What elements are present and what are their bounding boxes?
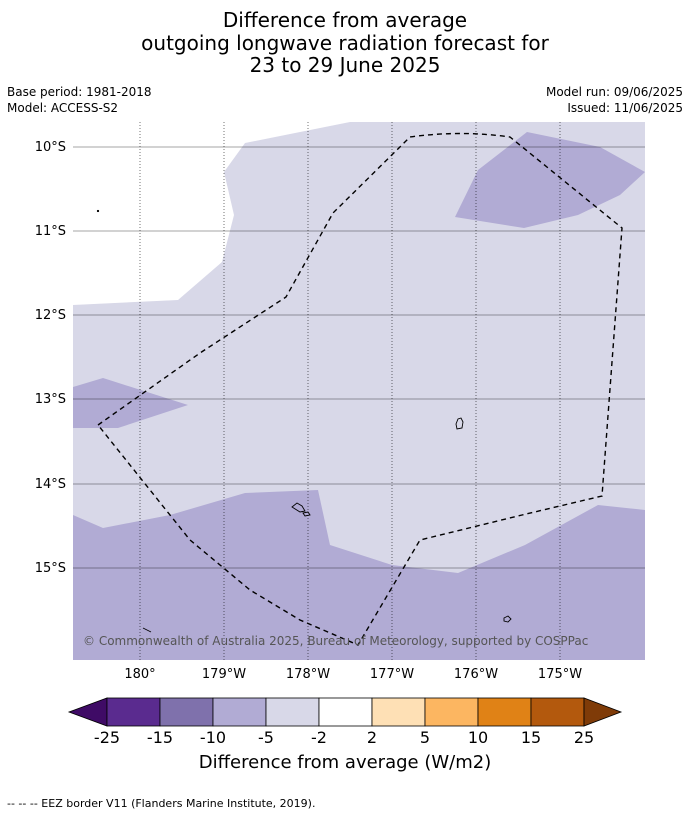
colorbar-tick-label: -5 xyxy=(258,728,274,747)
lat-label: 10°S xyxy=(35,140,66,155)
eez-border xyxy=(96,132,623,646)
title-line-1: Difference from average xyxy=(222,8,468,32)
base-period: Base period: 1981-2018 xyxy=(7,85,152,99)
eez-footnote: -- -- -- EEZ border V11 (Flanders Marine… xyxy=(7,797,316,810)
lon-label: 175°W xyxy=(538,667,582,682)
meta-right: Model run: 09/06/2025 Issued: 11/06/2025 xyxy=(546,84,683,116)
colorbar: -25 -15 -10 -5 -2 2 5 10 15 25 xyxy=(67,697,623,747)
colorbar-extend-high xyxy=(583,697,623,727)
lon-label: 177°W xyxy=(370,667,414,682)
colorbar-swatch xyxy=(424,697,479,727)
colorbar-swatch xyxy=(106,697,161,727)
colorbar-swatch xyxy=(318,697,373,727)
colorbar-swatch xyxy=(371,697,426,727)
colorbar-tick-label: -10 xyxy=(200,728,226,747)
colorbar-tick-label: -2 xyxy=(311,728,327,747)
colorbar-extend-low xyxy=(67,697,108,727)
islands xyxy=(96,209,512,633)
issued-date: Issued: 11/06/2025 xyxy=(567,101,683,115)
lat-label: 11°S xyxy=(35,224,66,239)
colorbar-swatch xyxy=(159,697,214,727)
anomaly-region-ne xyxy=(455,132,645,228)
colorbar-tick-label: -15 xyxy=(147,728,173,747)
lon-label: 176°W xyxy=(454,667,498,682)
colorbar-swatch xyxy=(265,697,320,727)
colorbar-tick-label: 2 xyxy=(367,728,377,747)
colorbar-tick-label: -25 xyxy=(94,728,120,747)
title-line-3: 23 to 29 June 2025 xyxy=(249,53,441,77)
meta-left: Base period: 1981-2018 Model: ACCESS-S2 xyxy=(7,84,152,116)
colorbar-tick-label: 15 xyxy=(521,728,541,747)
colorbar-tick-label: 5 xyxy=(420,728,430,747)
longitude-labels: 180° 179°W 178°W 177°W 176°W 175°W xyxy=(124,667,582,682)
model-name: Model: ACCESS-S2 xyxy=(7,101,119,115)
lon-label: 179°W xyxy=(202,667,246,682)
latitude-labels: 10°S 11°S 12°S 13°S 14°S 15°S xyxy=(35,140,66,576)
lat-label: 13°S xyxy=(35,392,66,407)
lat-label: 14°S xyxy=(35,477,66,492)
lat-label: 15°S xyxy=(35,561,66,576)
lon-label: 178°W xyxy=(286,667,330,682)
lon-label: 180° xyxy=(124,667,155,682)
colorbar-title: Difference from average (W/m2) xyxy=(198,752,492,773)
colorbar-swatch xyxy=(212,697,267,727)
model-run: Model run: 09/06/2025 xyxy=(545,85,683,99)
copyright-notice: © Commonwealth of Australia 2025, Bureau… xyxy=(83,634,588,648)
map-title: Difference from average outgoing longwav… xyxy=(0,9,690,77)
anomaly-region-south xyxy=(73,490,645,660)
colorbar-tick-label: 10 xyxy=(468,728,488,747)
graticule xyxy=(73,146,645,569)
lat-label: 12°S xyxy=(35,308,66,323)
anomaly-region-west xyxy=(73,378,188,428)
map-area: © Commonwealth of Australia 2025, Bureau… xyxy=(73,122,645,660)
colorbar-swatch xyxy=(530,697,585,727)
colorbar-swatch xyxy=(477,697,532,727)
colorbar-tick-label: 25 xyxy=(574,728,594,747)
title-line-2: outgoing longwave radiation forecast for xyxy=(141,30,549,55)
